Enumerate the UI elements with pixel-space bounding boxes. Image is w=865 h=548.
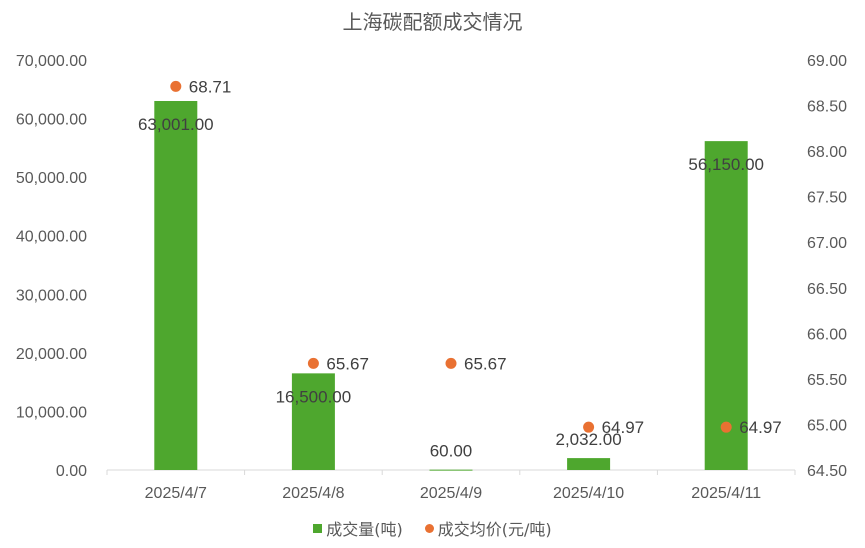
y-right-tick-label: 65.00 (807, 417, 847, 434)
y-right-tick-label: 69.00 (807, 53, 847, 70)
price-data-label: 64.97 (602, 418, 645, 437)
price-point-2025/4/9 (445, 357, 457, 369)
y-right-tick-label: 66.00 (807, 326, 847, 343)
y-left-tick-label: 70,000.00 (16, 53, 87, 70)
y-right-tick-label: 66.50 (807, 281, 847, 298)
y-right-tick-label: 65.50 (807, 372, 847, 389)
y-right-tick-label: 64.50 (807, 463, 847, 480)
price-point-2025/4/11 (720, 421, 732, 433)
y-left-tick-label: 60,000.00 (16, 112, 87, 129)
bar-data-label: 16,500.00 (276, 387, 352, 406)
price-data-label: 64.97 (739, 418, 782, 437)
bar-data-label: 63,001.00 (138, 115, 214, 134)
price-point-2025/4/7 (170, 80, 182, 92)
legend: 成交量(吨) 成交均价(元/吨) (0, 516, 865, 540)
y-right-tick-label: 68.50 (807, 99, 847, 116)
price-point-2025/4/10 (583, 421, 595, 433)
y-left-tick-label: 50,000.00 (16, 170, 87, 187)
price-point-2025/4/8 (307, 357, 319, 369)
bar-2025/4/7 (154, 100, 198, 470)
legend-item-volume: 成交量(吨) (313, 516, 403, 540)
bar-2025/4/11 (704, 141, 748, 470)
y-right-tick-label: 67.00 (807, 235, 847, 252)
bar-data-label: 2,032.00 (556, 430, 622, 449)
x-tick-label: 2025/4/8 (282, 485, 344, 502)
y-left-tick-label: 10,000.00 (16, 404, 87, 421)
legend-swatch-price (424, 523, 434, 533)
bar-2025/4/9 (429, 469, 473, 471)
legend-item-price: 成交均价(元/吨) (424, 516, 552, 540)
price-data-label: 65.67 (464, 354, 507, 373)
bar-2025/4/8 (291, 373, 335, 470)
y-left-tick-label: 0.00 (56, 463, 87, 480)
bar-2025/4/10 (567, 458, 611, 470)
legend-swatch-volume (313, 523, 323, 533)
y-right-tick-label: 68.00 (807, 144, 847, 161)
chart-title: 上海碳配额成交情况 (342, 10, 523, 34)
x-tick-label: 2025/4/7 (145, 485, 207, 502)
y-left-tick-label: 30,000.00 (16, 287, 87, 304)
bar-data-label: 60.00 (430, 442, 473, 461)
y-left-tick-label: 40,000.00 (16, 229, 87, 246)
x-tick-label: 2025/4/9 (420, 485, 482, 502)
y-right-tick-label: 67.50 (807, 190, 847, 207)
y-left-tick-label: 20,000.00 (16, 346, 87, 363)
x-tick-label: 2025/4/10 (553, 485, 624, 502)
legend-label-volume: 成交量(吨) (326, 520, 403, 539)
legend-label-price: 成交均价(元/吨) (437, 520, 552, 539)
price-data-label: 65.67 (326, 354, 369, 373)
x-tick-label: 2025/4/11 (691, 485, 761, 502)
price-data-label: 68.71 (189, 77, 232, 96)
bar-data-label: 56,150.00 (688, 155, 764, 174)
